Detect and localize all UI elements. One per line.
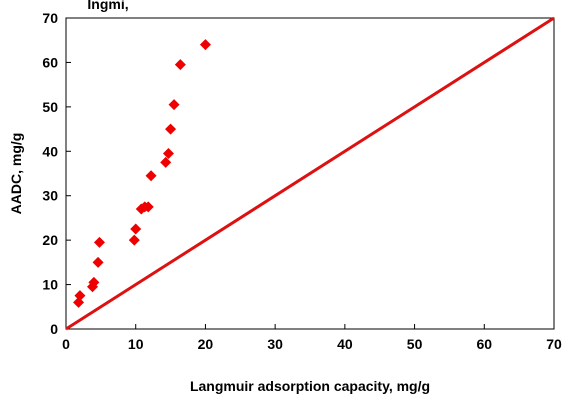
x-tick-label: 70 xyxy=(546,336,562,352)
x-tick-label: 40 xyxy=(337,336,353,352)
y-tick-label: 0 xyxy=(50,321,58,337)
x-tick-label: 10 xyxy=(128,336,144,352)
data-point xyxy=(160,156,172,168)
data-point xyxy=(174,59,186,71)
data-point xyxy=(145,170,157,182)
reference-line xyxy=(65,16,555,331)
plot-frame xyxy=(65,17,555,330)
data-point xyxy=(93,236,105,248)
data-point xyxy=(142,201,154,213)
data-point xyxy=(88,276,100,288)
y-tick-label: 60 xyxy=(42,54,58,70)
x-tick-label: 30 xyxy=(267,336,283,352)
y-tick-label: 20 xyxy=(42,232,58,248)
y-tick-label: 40 xyxy=(42,143,58,159)
y-tick-label: 30 xyxy=(42,188,58,204)
data-point xyxy=(92,256,104,268)
plot-area: 0 10 20 30 40 50 60 70 0 10 20 30 40 50 60 70 xyxy=(42,10,562,352)
x-axis-label: Langmuir adsorption capacity, mg/g xyxy=(190,378,430,394)
x-tick-label: 0 xyxy=(62,336,70,352)
data-point xyxy=(128,234,140,246)
data-point xyxy=(74,290,86,302)
chart-title-fragment: Ingmi, xyxy=(87,0,128,12)
data-point xyxy=(165,123,177,135)
data-point xyxy=(168,99,180,111)
x-tick-label: 20 xyxy=(198,336,214,352)
y-axis-label: AADC, mg/g xyxy=(8,133,24,215)
y-tick-label: 50 xyxy=(42,99,58,115)
y-tick-label: 10 xyxy=(42,277,58,293)
data-point xyxy=(130,223,142,235)
x-tick-label: 50 xyxy=(407,336,423,352)
y-tick-label: 70 xyxy=(42,10,58,26)
data-point xyxy=(162,148,174,160)
data-point xyxy=(199,39,211,51)
x-tick-label: 60 xyxy=(476,336,492,352)
